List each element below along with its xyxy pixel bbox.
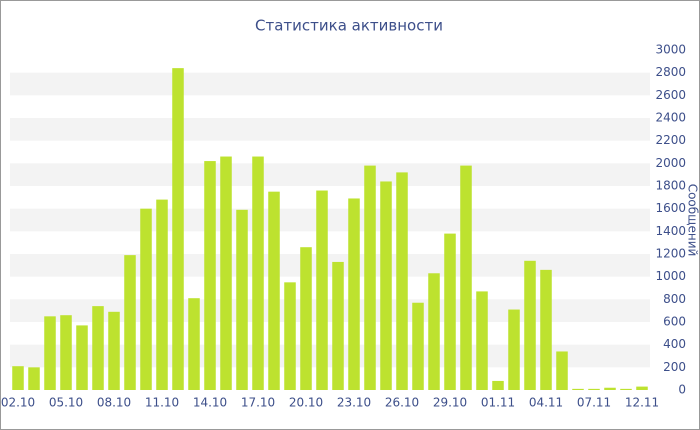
y-tick-label: 1000 bbox=[655, 269, 686, 283]
bar bbox=[316, 190, 328, 390]
grid-band bbox=[10, 254, 650, 277]
x-tick-label: 14.10 bbox=[193, 396, 227, 410]
x-tick-label: 05.10 bbox=[49, 396, 83, 410]
bar bbox=[444, 233, 456, 390]
bar bbox=[236, 209, 248, 390]
bar bbox=[508, 309, 520, 390]
bar bbox=[604, 387, 616, 390]
grid-band bbox=[10, 208, 650, 232]
bar bbox=[588, 388, 600, 390]
bar bbox=[140, 208, 152, 390]
x-tick-label: 12.11 bbox=[625, 396, 659, 410]
chart-title: Статистика активности bbox=[255, 17, 443, 35]
bar bbox=[428, 273, 440, 390]
bar bbox=[412, 302, 424, 390]
bar bbox=[12, 366, 24, 390]
y-tick-label: 1800 bbox=[655, 179, 686, 193]
bar bbox=[332, 261, 344, 390]
y-tick-label: 1400 bbox=[655, 224, 686, 238]
bar bbox=[188, 298, 200, 390]
bar bbox=[44, 316, 56, 390]
bar bbox=[476, 291, 488, 390]
y-tick-label: 2200 bbox=[655, 133, 686, 147]
x-tick-label: 08.10 bbox=[97, 396, 131, 410]
bar bbox=[252, 156, 264, 390]
bar bbox=[556, 351, 568, 390]
bar bbox=[620, 388, 632, 390]
x-tick-label: 20.10 bbox=[289, 396, 323, 410]
grid-band bbox=[10, 299, 650, 322]
bar bbox=[124, 255, 136, 390]
y-tick-label: 2800 bbox=[655, 65, 686, 79]
x-tick-label: 04.11 bbox=[529, 396, 563, 410]
x-tick-label: 11.10 bbox=[145, 396, 179, 410]
bar bbox=[156, 199, 168, 390]
bar bbox=[220, 156, 232, 390]
bar bbox=[268, 191, 280, 390]
x-tick-label: 01.11 bbox=[481, 396, 515, 410]
grid-band bbox=[10, 163, 650, 186]
y-tick-label: 400 bbox=[663, 337, 686, 351]
y-tick-label: 0 bbox=[678, 383, 686, 397]
y-tick-label: 1200 bbox=[655, 247, 686, 261]
bar bbox=[636, 386, 648, 390]
y-tick-label: 2400 bbox=[655, 111, 686, 125]
y-axis-label: Сообщений bbox=[686, 184, 700, 257]
x-tick-label: 23.10 bbox=[337, 396, 371, 410]
bar bbox=[380, 181, 392, 390]
bar bbox=[524, 260, 536, 390]
bar bbox=[572, 388, 584, 390]
bar bbox=[28, 367, 40, 390]
bar bbox=[492, 380, 504, 390]
bar bbox=[60, 315, 72, 390]
bar bbox=[204, 161, 216, 390]
bar bbox=[300, 247, 312, 390]
x-tick-label: 07.11 bbox=[577, 396, 611, 410]
x-tick-label: 02.10 bbox=[1, 396, 35, 410]
bar bbox=[108, 311, 120, 390]
grid-band bbox=[10, 344, 650, 368]
bar bbox=[460, 165, 472, 390]
bar bbox=[540, 269, 552, 390]
bar bbox=[348, 198, 360, 390]
grid-band bbox=[10, 118, 650, 141]
y-tick-label: 1600 bbox=[655, 201, 686, 215]
x-tick-label: 26.10 bbox=[385, 396, 419, 410]
bar bbox=[92, 306, 104, 390]
y-tick-label: 2000 bbox=[655, 156, 686, 170]
y-tick-label: 3000 bbox=[655, 43, 686, 57]
y-tick-label: 800 bbox=[663, 292, 686, 306]
bar bbox=[76, 325, 88, 390]
y-tick-label: 600 bbox=[663, 315, 686, 329]
bar bbox=[396, 172, 408, 390]
x-tick-label: 29.10 bbox=[433, 396, 467, 410]
bar bbox=[284, 282, 296, 390]
grid-band bbox=[10, 72, 650, 96]
bar bbox=[172, 68, 184, 390]
y-tick-label: 200 bbox=[663, 360, 686, 374]
bar bbox=[364, 165, 376, 390]
x-tick-label: 17.10 bbox=[241, 396, 275, 410]
y-tick-label: 2600 bbox=[655, 88, 686, 102]
